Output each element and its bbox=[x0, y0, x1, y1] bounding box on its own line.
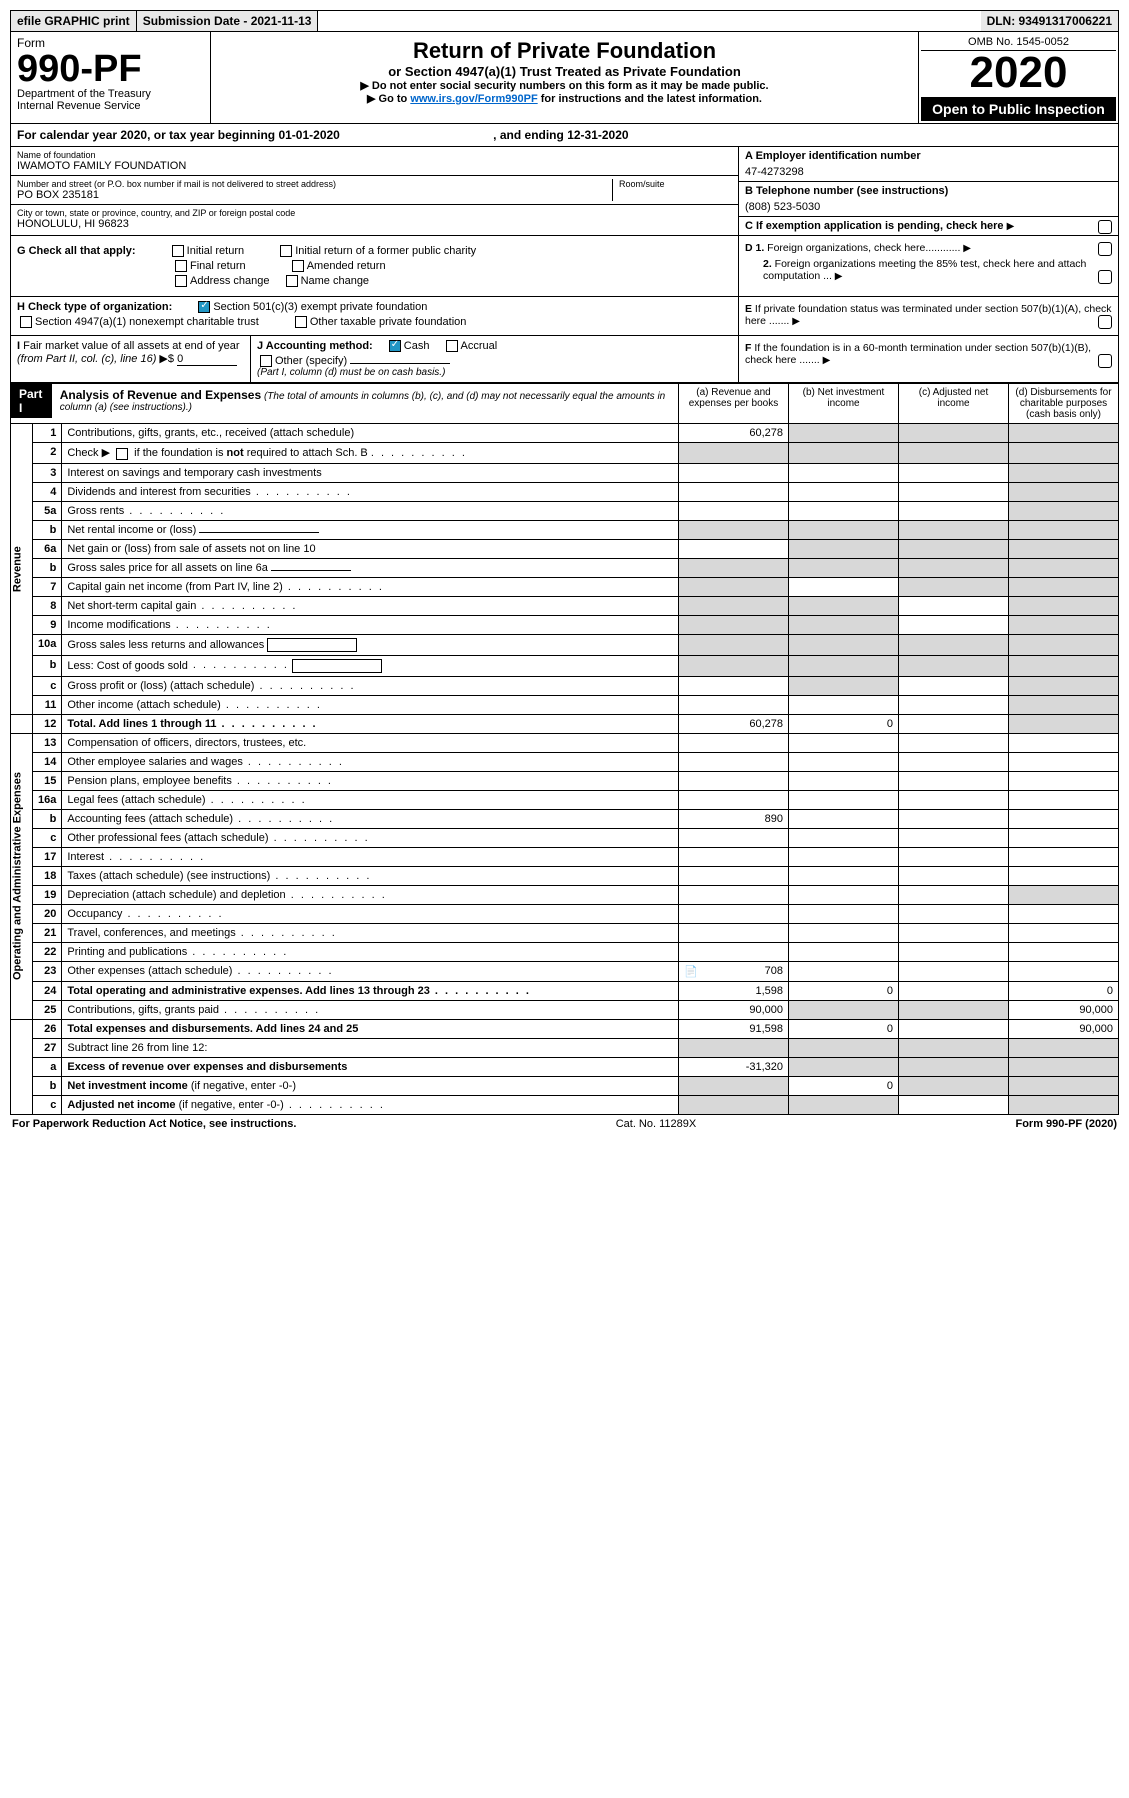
dept: Department of the Treasury bbox=[17, 88, 204, 100]
g5-cb[interactable] bbox=[175, 275, 187, 287]
g-label: G Check all that apply: bbox=[17, 245, 136, 257]
irs: Internal Revenue Service bbox=[17, 100, 204, 112]
irs-link[interactable]: www.irs.gov/Form990PF bbox=[410, 93, 537, 105]
g1-cb[interactable] bbox=[172, 245, 184, 257]
footer-left: For Paperwork Reduction Act Notice, see … bbox=[12, 1118, 296, 1130]
col-a: (a) Revenue and expenses per books bbox=[679, 384, 789, 424]
h1-cb[interactable] bbox=[198, 301, 210, 313]
checks-gd: G Check all that apply: Initial return I… bbox=[10, 236, 1119, 297]
note2: ▶ Go to www.irs.gov/Form990PF for instru… bbox=[217, 92, 912, 105]
h2-cb[interactable] bbox=[20, 316, 32, 328]
footer: For Paperwork Reduction Act Notice, see … bbox=[10, 1115, 1119, 1133]
form-number: 990-PF bbox=[17, 50, 204, 88]
col-b: (b) Net investment income bbox=[789, 384, 899, 424]
g6-cb[interactable] bbox=[286, 275, 298, 287]
col-d: (d) Disbursements for charitable purpose… bbox=[1009, 384, 1119, 424]
dln: DLN: 93491317006221 bbox=[981, 11, 1118, 31]
f-cb[interactable] bbox=[1098, 354, 1112, 368]
subtitle: or Section 4947(a)(1) Trust Treated as P… bbox=[217, 64, 912, 79]
efile-label: efile GRAPHIC print bbox=[11, 11, 137, 31]
col-c: (c) Adjusted net income bbox=[899, 384, 1009, 424]
ein: 47-4273298 bbox=[745, 166, 1112, 178]
checks-he: H Check type of organization: Section 50… bbox=[10, 297, 1119, 336]
name-label: Name of foundation bbox=[17, 150, 732, 160]
part1-label: Part I bbox=[11, 384, 52, 418]
addr-label: Number and street (or P.O. box number if… bbox=[17, 179, 612, 189]
ein-label: A Employer identification number bbox=[745, 150, 1112, 162]
note1: ▶ Do not enter social security numbers o… bbox=[217, 79, 912, 92]
side-revenue: Revenue bbox=[11, 424, 33, 714]
checks-ijf: I Fair market value of all assets at end… bbox=[10, 336, 1119, 383]
c-label: C If exemption application is pending, c… bbox=[745, 220, 1004, 232]
part1-table: Part I Analysis of Revenue and Expenses … bbox=[10, 383, 1119, 1114]
footer-right: Form 990-PF (2020) bbox=[1015, 1118, 1117, 1130]
title: Return of Private Foundation bbox=[217, 38, 912, 64]
open-public: Open to Public Inspection bbox=[921, 97, 1116, 121]
city-label: City or town, state or province, country… bbox=[17, 208, 732, 218]
g3-cb[interactable] bbox=[175, 260, 187, 272]
phone-label: B Telephone number (see instructions) bbox=[745, 185, 1112, 197]
city: HONOLULU, HI 96823 bbox=[17, 218, 732, 230]
j-other-cb[interactable] bbox=[260, 355, 272, 367]
year: 2020 bbox=[921, 51, 1116, 95]
j-cash-cb[interactable] bbox=[389, 340, 401, 352]
e-cb[interactable] bbox=[1098, 315, 1112, 329]
g2-cb[interactable] bbox=[280, 245, 292, 257]
top-bar: efile GRAPHIC print Submission Date - 20… bbox=[10, 10, 1119, 32]
address: PO BOX 235181 bbox=[17, 189, 612, 201]
form-header: Form 990-PF Department of the Treasury I… bbox=[10, 32, 1119, 124]
g4-cb[interactable] bbox=[292, 260, 304, 272]
calendar-year: For calendar year 2020, or tax year begi… bbox=[10, 124, 1119, 147]
side-expenses: Operating and Administrative Expenses bbox=[11, 733, 33, 1019]
foundation-name: IWAMOTO FAMILY FOUNDATION bbox=[17, 160, 732, 172]
j-accrual-cb[interactable] bbox=[446, 340, 458, 352]
footer-mid: Cat. No. 11289X bbox=[616, 1118, 697, 1130]
h3-cb[interactable] bbox=[295, 316, 307, 328]
submission-date: Submission Date - 2021-11-13 bbox=[137, 11, 319, 31]
phone: (808) 523-5030 bbox=[745, 201, 1112, 213]
i-value: 0 bbox=[177, 353, 237, 366]
d1-cb[interactable] bbox=[1098, 242, 1112, 256]
info-section: Name of foundation IWAMOTO FAMILY FOUNDA… bbox=[10, 147, 1119, 236]
room-label: Room/suite bbox=[619, 179, 732, 189]
c-checkbox[interactable] bbox=[1098, 220, 1112, 234]
h-label: H Check type of organization: bbox=[17, 301, 172, 313]
d2-cb[interactable] bbox=[1098, 270, 1112, 284]
